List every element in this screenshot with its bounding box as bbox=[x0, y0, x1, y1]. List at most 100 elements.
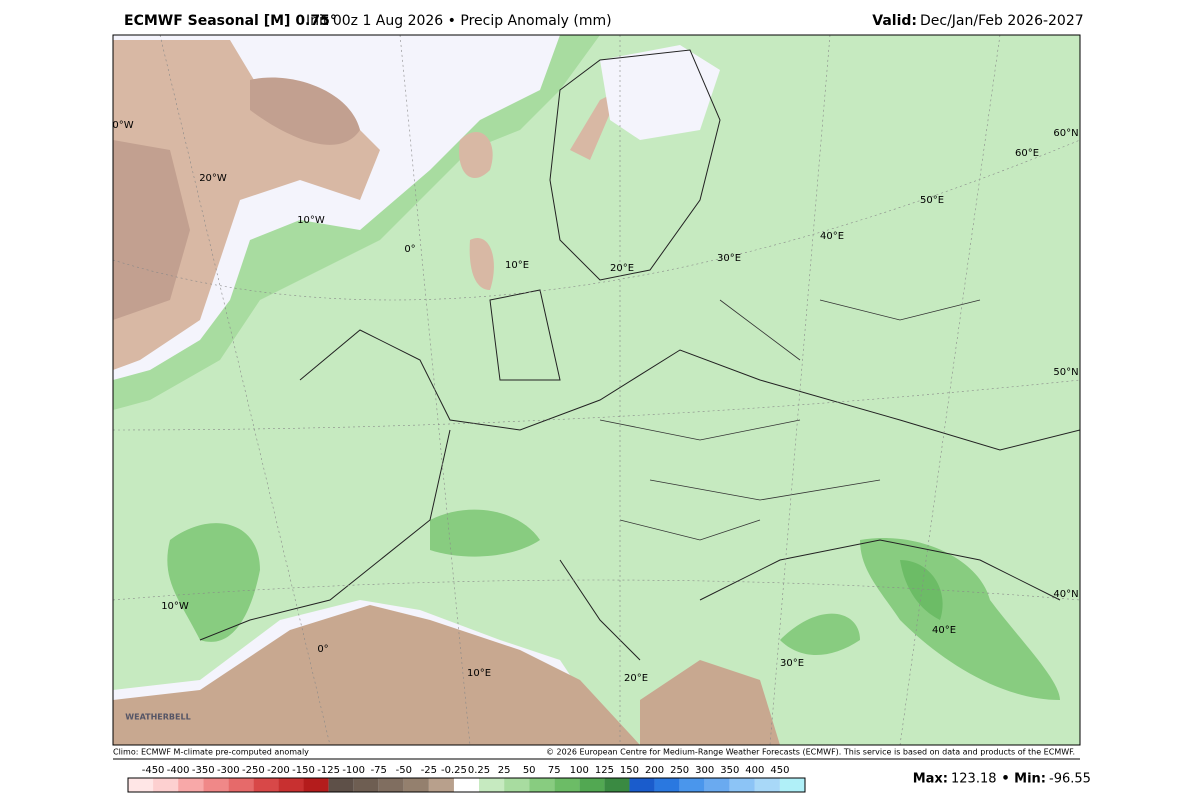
colorbar-label: 200 bbox=[645, 765, 664, 776]
colorbar-segment bbox=[253, 778, 279, 792]
region bbox=[900, 560, 943, 620]
colorbar-label: 350 bbox=[720, 765, 739, 776]
colorbar-segment bbox=[679, 778, 705, 792]
colorbar-label: -200 bbox=[267, 765, 290, 776]
colorbar-segment bbox=[554, 778, 580, 792]
region bbox=[469, 238, 494, 290]
footer-left: Climo: ECMWF M-climate pre-computed anom… bbox=[113, 748, 309, 757]
footer-right: © 2026 European Centre for Medium-Range … bbox=[546, 748, 1075, 757]
colorbar-segment bbox=[428, 778, 454, 792]
logo: WEATHERBELL bbox=[125, 713, 190, 722]
graticule bbox=[113, 35, 1080, 745]
grid-label: 40°E bbox=[932, 625, 956, 636]
colorbar-segment bbox=[278, 778, 304, 792]
colorbar-label: -125 bbox=[317, 765, 340, 776]
colorbar-label: 150 bbox=[620, 765, 639, 776]
colorbar-label: 300 bbox=[695, 765, 714, 776]
grid-label: 20°W bbox=[199, 173, 227, 184]
grid-label: 30°E bbox=[717, 253, 741, 264]
max-label: Max: bbox=[913, 772, 948, 787]
region bbox=[250, 77, 360, 145]
colorbar-label: -350 bbox=[192, 765, 215, 776]
colorbar-segment bbox=[203, 778, 229, 792]
grid-label: 0°W bbox=[112, 120, 133, 131]
colorbar-label: -100 bbox=[342, 765, 365, 776]
colorbar-label: -50 bbox=[396, 765, 412, 776]
colorbar-segment bbox=[303, 778, 329, 792]
grid-label: 10°E bbox=[505, 260, 529, 271]
colorbar-label: -400 bbox=[167, 765, 190, 776]
grid-label: 20°E bbox=[610, 263, 634, 274]
colorbar-label: -450 bbox=[142, 765, 165, 776]
region bbox=[570, 90, 620, 160]
valid-value: Dec/Jan/Feb 2026-2027 bbox=[920, 13, 1084, 29]
colorbar-label: -0.25 bbox=[441, 765, 467, 776]
colorbar-label: 25 bbox=[498, 765, 511, 776]
coastline bbox=[199, 49, 1080, 661]
grid-label: 60°N bbox=[1053, 128, 1078, 139]
colorbar-segment bbox=[128, 778, 154, 792]
colorbar-label: -25 bbox=[421, 765, 437, 776]
valid-label: Valid: bbox=[872, 13, 917, 29]
colorbar-label: 450 bbox=[770, 765, 789, 776]
region bbox=[640, 660, 780, 745]
colorbar-segment bbox=[453, 778, 480, 792]
colorbar-label: 100 bbox=[570, 765, 589, 776]
colorbar-segment bbox=[779, 778, 805, 792]
region bbox=[167, 523, 260, 642]
colorbar-segment bbox=[654, 778, 680, 792]
max-value: 123.18 bbox=[951, 772, 997, 787]
colorbar-segment bbox=[579, 778, 605, 792]
colorbar-label: -75 bbox=[371, 765, 387, 776]
colorbar-label: 250 bbox=[670, 765, 689, 776]
grid-label: 0° bbox=[404, 244, 415, 255]
colorbar-label: -150 bbox=[292, 765, 315, 776]
grid-label: 50°E bbox=[920, 195, 944, 206]
border bbox=[599, 299, 981, 541]
region bbox=[430, 509, 540, 557]
colorbar-segment bbox=[353, 778, 379, 792]
colorbar-segment bbox=[479, 778, 505, 792]
colorbar-label: 125 bbox=[595, 765, 614, 776]
grid-label: 40°E bbox=[820, 231, 844, 242]
region bbox=[113, 605, 640, 745]
colorbar-segment bbox=[328, 778, 354, 792]
map: 0°W 20°W 10°W 0° 10°E 20°E 30°E 40°E 50°E 60°E 60°… bbox=[112, 34, 1081, 746]
colorbar-segment bbox=[504, 778, 530, 792]
min-value: -96.55 bbox=[1049, 772, 1091, 787]
colorbar-segment bbox=[178, 778, 204, 792]
region bbox=[600, 45, 720, 140]
grid-label: 0° bbox=[317, 644, 328, 655]
title-bold: ECMWF Seasonal [M] 0.75° bbox=[124, 13, 337, 29]
grid-label: 10°W bbox=[297, 215, 325, 226]
grid-label: 30°E bbox=[780, 658, 804, 669]
grid-label: 10°W bbox=[161, 601, 189, 612]
colorbar-segment bbox=[228, 778, 254, 792]
colorbar-label: 75 bbox=[548, 765, 561, 776]
colorbar-segment bbox=[629, 778, 655, 792]
grid-label: 10°E bbox=[467, 668, 491, 679]
region bbox=[113, 140, 190, 320]
colorbar-label: -300 bbox=[217, 765, 240, 776]
colorbar-segment bbox=[704, 778, 730, 792]
colorbar-segment bbox=[403, 778, 429, 792]
grid-label: 50°N bbox=[1053, 367, 1078, 378]
colorbar-label: 400 bbox=[745, 765, 764, 776]
grid-label: 60°E bbox=[1015, 148, 1039, 159]
colorbar-frame bbox=[127, 777, 806, 793]
colorbar-label: -250 bbox=[242, 765, 265, 776]
min-label: • Min: bbox=[1001, 772, 1046, 787]
colorbar-label: 50 bbox=[523, 765, 536, 776]
colorbar-segment bbox=[378, 778, 404, 792]
colorbar-label: 0.25 bbox=[468, 765, 490, 776]
colorbar-segment bbox=[529, 778, 555, 792]
grid-label: 40°N bbox=[1053, 589, 1078, 600]
title: Init 00z 1 Aug 2026 • Precip Anomaly (mm… bbox=[306, 13, 612, 29]
colorbar-segment bbox=[153, 778, 179, 792]
map-frame bbox=[112, 34, 1081, 746]
region bbox=[459, 131, 493, 179]
colorbar-segment bbox=[729, 778, 755, 792]
region bbox=[780, 613, 860, 655]
colorbar-segment bbox=[604, 778, 630, 792]
